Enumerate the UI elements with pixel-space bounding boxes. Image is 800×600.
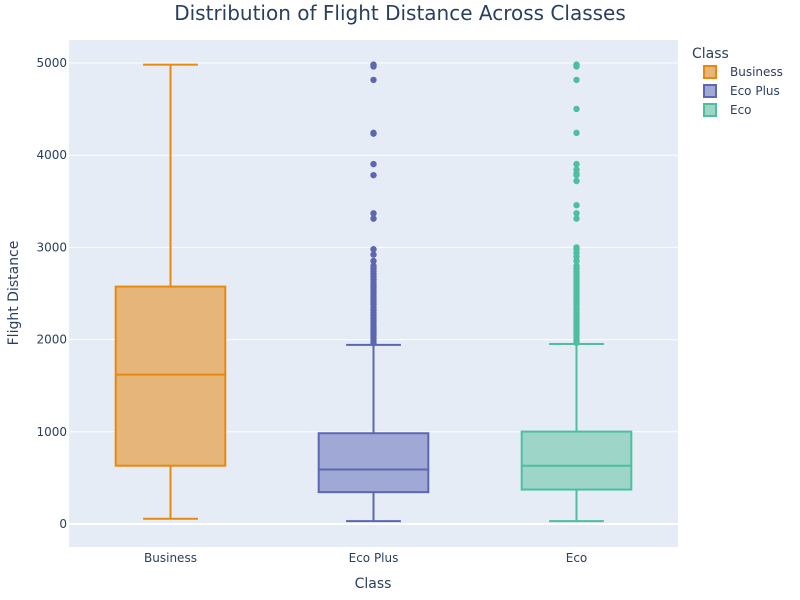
- legend-swatch: [703, 84, 717, 98]
- outlier-point: [573, 63, 580, 70]
- outlier-point: [573, 105, 580, 113]
- outlier-point: [573, 257, 580, 265]
- y-tick-label: 1000: [36, 425, 67, 439]
- outlier-point: [370, 246, 377, 253]
- outlier-point: [573, 339, 580, 347]
- x-tick-label: Eco Plus: [349, 551, 399, 565]
- outlier-point: [573, 201, 580, 209]
- boxes: [114, 61, 633, 523]
- outlier-point: [573, 171, 580, 179]
- outlier-point: [370, 171, 377, 179]
- outlier-point: [370, 160, 377, 168]
- x-tick-label: Business: [144, 551, 197, 565]
- y-tick-label: 4000: [36, 148, 67, 162]
- outlier-point: [370, 210, 377, 217]
- legend-title: Class: [692, 46, 729, 62]
- legend: Class Business Eco Plus Eco: [692, 46, 783, 117]
- x-axis-title: Class: [355, 576, 392, 592]
- legend-item-label: Eco Plus: [730, 84, 780, 98]
- outlier-point: [573, 76, 580, 84]
- legend-swatch: [703, 103, 717, 117]
- outlier-point: [370, 76, 377, 84]
- outlier-point: [370, 215, 377, 222]
- box-iqr: [317, 432, 430, 494]
- outlier-point: [573, 160, 580, 168]
- box-iqr: [114, 285, 227, 467]
- y-tick-label: 5000: [36, 56, 67, 70]
- outlier-point: [573, 129, 580, 137]
- outlier-point: [370, 340, 377, 347]
- x-tick-label: Eco: [566, 551, 588, 565]
- box-eco-plus: [317, 61, 430, 523]
- outlier-point: [573, 210, 580, 217]
- outlier-point: [573, 215, 580, 222]
- chart-title: Distribution of Flight Distance Across C…: [174, 1, 626, 25]
- box-iqr: [520, 430, 633, 491]
- legend-swatch: [703, 65, 717, 79]
- outlier-point: [573, 177, 580, 185]
- outlier-point: [370, 251, 377, 258]
- box-eco: [520, 61, 633, 523]
- y-tick-label: 3000: [36, 240, 67, 254]
- y-tick-label: 0: [59, 517, 67, 531]
- y-axis-title: Flight Distance: [6, 241, 22, 346]
- y-tick-label: 2000: [36, 333, 67, 347]
- x-axis-ticks: Business Eco Plus Eco: [144, 551, 587, 565]
- legend-item-label: Business: [730, 65, 783, 79]
- outlier-point: [370, 130, 377, 137]
- outlier-point: [370, 257, 377, 265]
- y-axis-ticks: 0 1000 2000 3000 4000 5000: [36, 56, 67, 531]
- legend-item-label: Eco: [730, 103, 752, 117]
- outlier-point: [370, 63, 377, 70]
- box-business: [114, 63, 227, 520]
